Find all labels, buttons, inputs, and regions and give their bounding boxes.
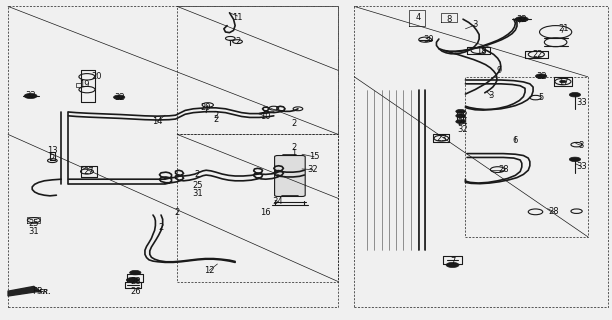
Text: 21: 21 xyxy=(558,24,569,33)
Circle shape xyxy=(536,74,547,78)
Circle shape xyxy=(559,80,566,83)
Text: 2: 2 xyxy=(159,223,163,232)
Text: 23: 23 xyxy=(436,134,447,143)
Text: 33: 33 xyxy=(576,98,587,107)
Text: 20: 20 xyxy=(91,72,102,81)
Text: 16: 16 xyxy=(261,208,271,217)
Text: 2: 2 xyxy=(291,143,297,152)
Text: 12: 12 xyxy=(204,266,215,275)
Circle shape xyxy=(24,93,37,99)
Text: 29: 29 xyxy=(200,103,211,112)
Text: 25: 25 xyxy=(29,220,39,228)
Circle shape xyxy=(456,114,466,118)
Text: 8: 8 xyxy=(447,15,452,24)
Text: 31: 31 xyxy=(192,189,203,198)
Text: 1: 1 xyxy=(291,149,297,158)
Text: 34: 34 xyxy=(272,197,283,206)
Text: 9: 9 xyxy=(497,66,502,75)
Text: 2: 2 xyxy=(50,154,55,163)
Text: 25: 25 xyxy=(192,181,203,190)
Text: 14: 14 xyxy=(152,117,162,126)
Text: 11: 11 xyxy=(233,13,243,22)
Text: 28: 28 xyxy=(498,165,509,174)
Circle shape xyxy=(456,109,466,113)
Text: 18: 18 xyxy=(476,47,487,56)
Text: 3: 3 xyxy=(472,20,478,29)
Text: 2: 2 xyxy=(213,111,218,120)
Text: 13: 13 xyxy=(47,146,58,155)
Text: FR.: FR. xyxy=(39,289,51,295)
Text: 3: 3 xyxy=(579,141,584,150)
Text: 15: 15 xyxy=(309,152,319,161)
Polygon shape xyxy=(8,286,40,296)
Text: 19: 19 xyxy=(80,80,90,89)
Text: 2: 2 xyxy=(235,37,240,46)
Text: 28: 28 xyxy=(549,207,559,216)
Text: 17: 17 xyxy=(558,78,569,87)
Text: 32: 32 xyxy=(25,92,36,100)
Text: 2: 2 xyxy=(174,208,180,217)
Circle shape xyxy=(446,262,459,268)
Text: 2: 2 xyxy=(291,119,297,128)
Text: 28: 28 xyxy=(130,277,141,286)
Text: FR.: FR. xyxy=(32,287,45,296)
Text: 24: 24 xyxy=(458,118,468,127)
Text: 26: 26 xyxy=(130,287,141,296)
FancyBboxPatch shape xyxy=(275,156,305,196)
Circle shape xyxy=(114,95,125,100)
Text: 27: 27 xyxy=(83,167,94,176)
Text: 2: 2 xyxy=(195,170,200,179)
Text: 32: 32 xyxy=(114,93,124,102)
Text: 7: 7 xyxy=(450,257,455,266)
Circle shape xyxy=(130,270,141,275)
Circle shape xyxy=(127,277,140,283)
Circle shape xyxy=(569,92,581,97)
Text: 33: 33 xyxy=(576,162,587,171)
Text: 2: 2 xyxy=(213,116,218,124)
Text: 10: 10 xyxy=(261,112,271,121)
Text: 32: 32 xyxy=(517,15,527,24)
Text: 32: 32 xyxy=(307,165,318,174)
Circle shape xyxy=(569,157,581,162)
Text: 32: 32 xyxy=(458,111,468,120)
Circle shape xyxy=(456,120,466,124)
Text: 30: 30 xyxy=(423,36,434,44)
Text: 4: 4 xyxy=(416,13,421,22)
Text: 6: 6 xyxy=(513,136,518,145)
Text: 3: 3 xyxy=(488,92,494,100)
Circle shape xyxy=(515,17,528,22)
Text: 22: 22 xyxy=(532,50,543,59)
Text: 32: 32 xyxy=(458,125,468,134)
Text: 5: 5 xyxy=(539,93,543,102)
Text: 32: 32 xyxy=(536,72,547,81)
Text: 31: 31 xyxy=(29,227,39,236)
